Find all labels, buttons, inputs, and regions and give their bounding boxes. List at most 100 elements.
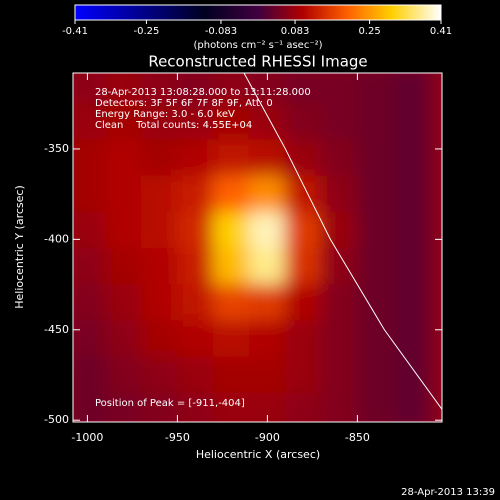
heatmap-cell [284,175,322,213]
heatmap-cell [176,284,214,322]
heatmap-cell [140,103,178,141]
heatmap-cell [284,356,322,394]
heatmap-cell [392,247,430,286]
heatmap-cell [73,392,106,422]
x-tick-label: -950 [165,431,190,444]
heatmap-cell [320,139,358,177]
heatmap-cell [356,356,394,394]
annotation: Detectors: 3F 5F 6F 7F 8F 9F, Att: 0 [95,98,273,109]
y-axis-label: Heliocentric Y (arcsec) [13,185,26,309]
heatmap-cell [284,211,322,249]
heatmap-cell [284,247,322,286]
heatmap-cell [104,211,142,249]
annotation: Energy Range: 3.0 - 6.0 keV [95,109,235,120]
peak-label: Position of Peak = [-911,-404] [95,398,245,409]
heatmap-cell [248,139,286,177]
heatmap-cell [140,139,178,177]
colorbar-tick-label: -0.25 [133,26,159,37]
heatmap-cell [104,175,142,213]
heatmap-cell [212,284,250,322]
y-tick-label: -500 [44,413,69,426]
colorbar-tick-label: 0.083 [281,26,310,37]
heatmap-cell [176,73,214,105]
heatmap-cell [73,139,106,177]
heatmap-cell [212,392,250,422]
heatmap-cell [73,356,106,394]
heatmap-cell [248,284,286,322]
colorbar-tick-label: -0.41 [62,26,88,37]
heatmap-cell [176,392,214,422]
heatmap-cell [73,247,106,286]
heatmap-cell [284,392,322,422]
heatmap-cell [284,73,322,105]
heatmap-cell [212,356,250,394]
heatmap-cell [212,211,250,249]
overlay: -1000 -950 -900 -850 -350 -400 -450 -500 28-Apr-… [44,72,443,444]
y-tick-label: -450 [44,323,69,336]
heatmap-cell [392,175,430,213]
heatmap-cell [176,139,214,177]
heatmap-cell [248,211,286,249]
footer: 28-Apr-2013 13:39 [401,487,495,498]
heatmap-cell [356,103,394,141]
x-tick-label: -1000 [71,431,103,444]
heatmap-cell [284,103,322,141]
heatmap [73,73,442,422]
heatmap-cell [73,103,106,141]
heatmap-cell [140,247,178,286]
heatmap-cell [320,284,358,322]
heatmap-cell [176,103,214,141]
heatmap-cell [392,211,430,249]
heatmap-cell [392,73,430,105]
heatmap-cell [248,392,286,422]
heatmap-cell [73,211,106,249]
heatmap-cell [284,139,322,177]
heatmap-cell [140,392,178,422]
x-tick-label: -850 [345,431,370,444]
heatmap-cell [356,320,394,358]
heatmap-cell [320,73,358,105]
heatmap-cell [248,103,286,141]
heatmap-cell [212,103,250,141]
heatmap-cell [392,392,430,422]
y-tick-label: -350 [44,142,69,155]
solar-limb [243,73,442,410]
heatmap-cell [140,284,178,322]
heatmap-cell [248,175,286,213]
heatmap-cell [392,139,430,177]
heatmap-cell [73,73,106,105]
heatmap-cell [356,139,394,177]
colorbar [74,4,442,21]
heatmap-cell [248,320,286,358]
heatmap-cell [320,392,358,422]
heatmap-cell [104,139,142,177]
heatmap-cell [212,320,250,358]
heatmap-cell [104,356,142,394]
heatmap-cell [248,356,286,394]
annotation: 28-Apr-2013 13:08:28.000 to 13:11:28.000 [95,87,311,98]
x-axis-label: Heliocentric X (arcsec) [196,448,320,461]
heatmap-cell [284,284,322,322]
heatmap-cell [392,103,430,141]
heatmap-cell [104,73,142,105]
heatmap-cell [104,320,142,358]
heatmap-cell [212,175,250,213]
heatmap-cell [140,211,178,249]
heatmap-cell [212,73,250,105]
plot-area [73,73,442,422]
heatmap-cell [176,320,214,358]
y-tick-label: -400 [44,232,69,245]
chart-title: Reconstructed RHESSI Image [148,53,367,71]
colorbar-label: (photons cm⁻² s⁻¹ asec⁻²) [193,40,322,51]
heatmap-cell [212,139,250,177]
x-tick-label: -900 [255,431,280,444]
heatmap-cell [104,247,142,286]
heatmap-cell [320,320,358,358]
heatmap-cell [284,320,322,358]
colorbar-tick-label: -0.083 [205,26,237,37]
heatmap-cell [176,211,214,249]
heatmap-cell [356,73,394,105]
heatmap-cell [356,392,394,422]
heatmap-cell [140,175,178,213]
